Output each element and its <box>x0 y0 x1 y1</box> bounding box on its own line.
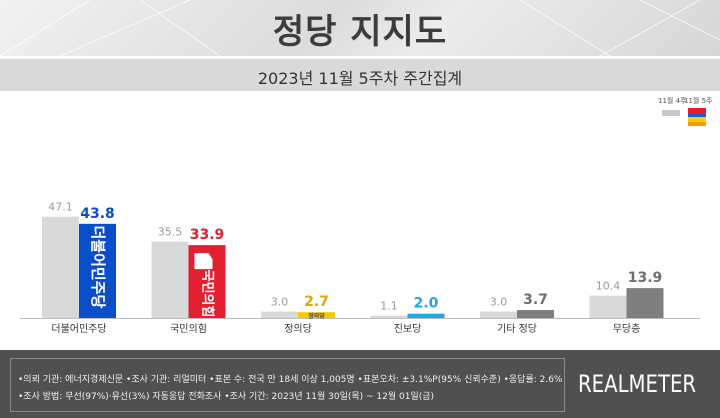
data-label-previous-1: 35.5 <box>158 226 183 239</box>
bar-current-4 <box>517 310 554 318</box>
data-label-current-1: 33.9 <box>190 227 225 243</box>
party-logo-mark-1 <box>194 253 213 270</box>
legend-item-current: 11월 5주 <box>684 96 713 126</box>
bar-previous-3 <box>370 315 408 318</box>
bar-previous-2 <box>261 311 298 318</box>
bar-current-5 <box>626 288 664 318</box>
footer <box>0 350 720 418</box>
legend-label-previous: 11월 4주 <box>658 97 687 105</box>
legend-swatch-previous <box>662 110 680 116</box>
party-logo-0: 더불어민주당 <box>89 226 107 309</box>
legend-swatch-current <box>688 108 706 126</box>
bar-previous-4 <box>480 311 517 318</box>
data-label-previous-0: 47.1 <box>48 201 73 214</box>
methodology-line-2: •조사 방법: 무선(97%)·유선(3%) 자동응답 전화조사 •조사 기간:… <box>18 392 435 402</box>
party-logo-1: 국민의힘 <box>200 270 216 318</box>
category-label-0: 더불어민주당 <box>51 323 106 335</box>
decorative-lines <box>0 0 720 56</box>
legend-label-current: 11월 5주 <box>684 97 713 105</box>
header-banner: 정당 지지도 <box>0 0 720 56</box>
category-label-2: 정의당 <box>284 323 312 335</box>
data-label-current-4: 3.7 <box>523 292 548 308</box>
bar-previous-1 <box>151 241 189 318</box>
category-label-5: 무당층 <box>613 323 641 335</box>
party-logo-2: 정의당 <box>308 312 325 320</box>
data-label-previous-2: 3.0 <box>271 296 289 309</box>
subtitle: 2023년 11월 5주차 주간집계 <box>257 69 463 88</box>
category-label-4: 기타 정당 <box>497 323 537 335</box>
data-label-previous-4: 3.0 <box>490 296 508 309</box>
category-label-1: 국민의힘 <box>170 323 207 335</box>
category-label-3: 진보당 <box>394 323 422 335</box>
bar-previous-0 <box>42 216 79 318</box>
data-label-current-3: 2.0 <box>414 296 439 312</box>
bar-previous-5 <box>589 295 627 318</box>
bar-current-0 <box>79 223 116 318</box>
bar-current-3 <box>407 313 445 318</box>
data-label-previous-3: 1.1 <box>380 300 398 313</box>
methodology-box <box>10 358 565 412</box>
bar-current-2 <box>298 312 335 318</box>
data-label-previous-5: 10.4 <box>596 280 621 293</box>
page-title: 정당 지지도 <box>272 12 448 52</box>
data-label-current-2: 2.7 <box>304 294 329 310</box>
methodology-line-1: •의뢰 기관: 에너지경제신문 •조사 기관: 리얼미터 •표본 수: 전국 만… <box>18 375 563 385</box>
data-label-current-0: 43.8 <box>80 206 115 222</box>
legend-item-previous: 11월 4주 <box>658 96 687 116</box>
subtitle-bar <box>0 59 720 91</box>
realmeter-logo: REALMETER <box>578 370 697 398</box>
data-label-current-5: 13.9 <box>628 270 663 286</box>
